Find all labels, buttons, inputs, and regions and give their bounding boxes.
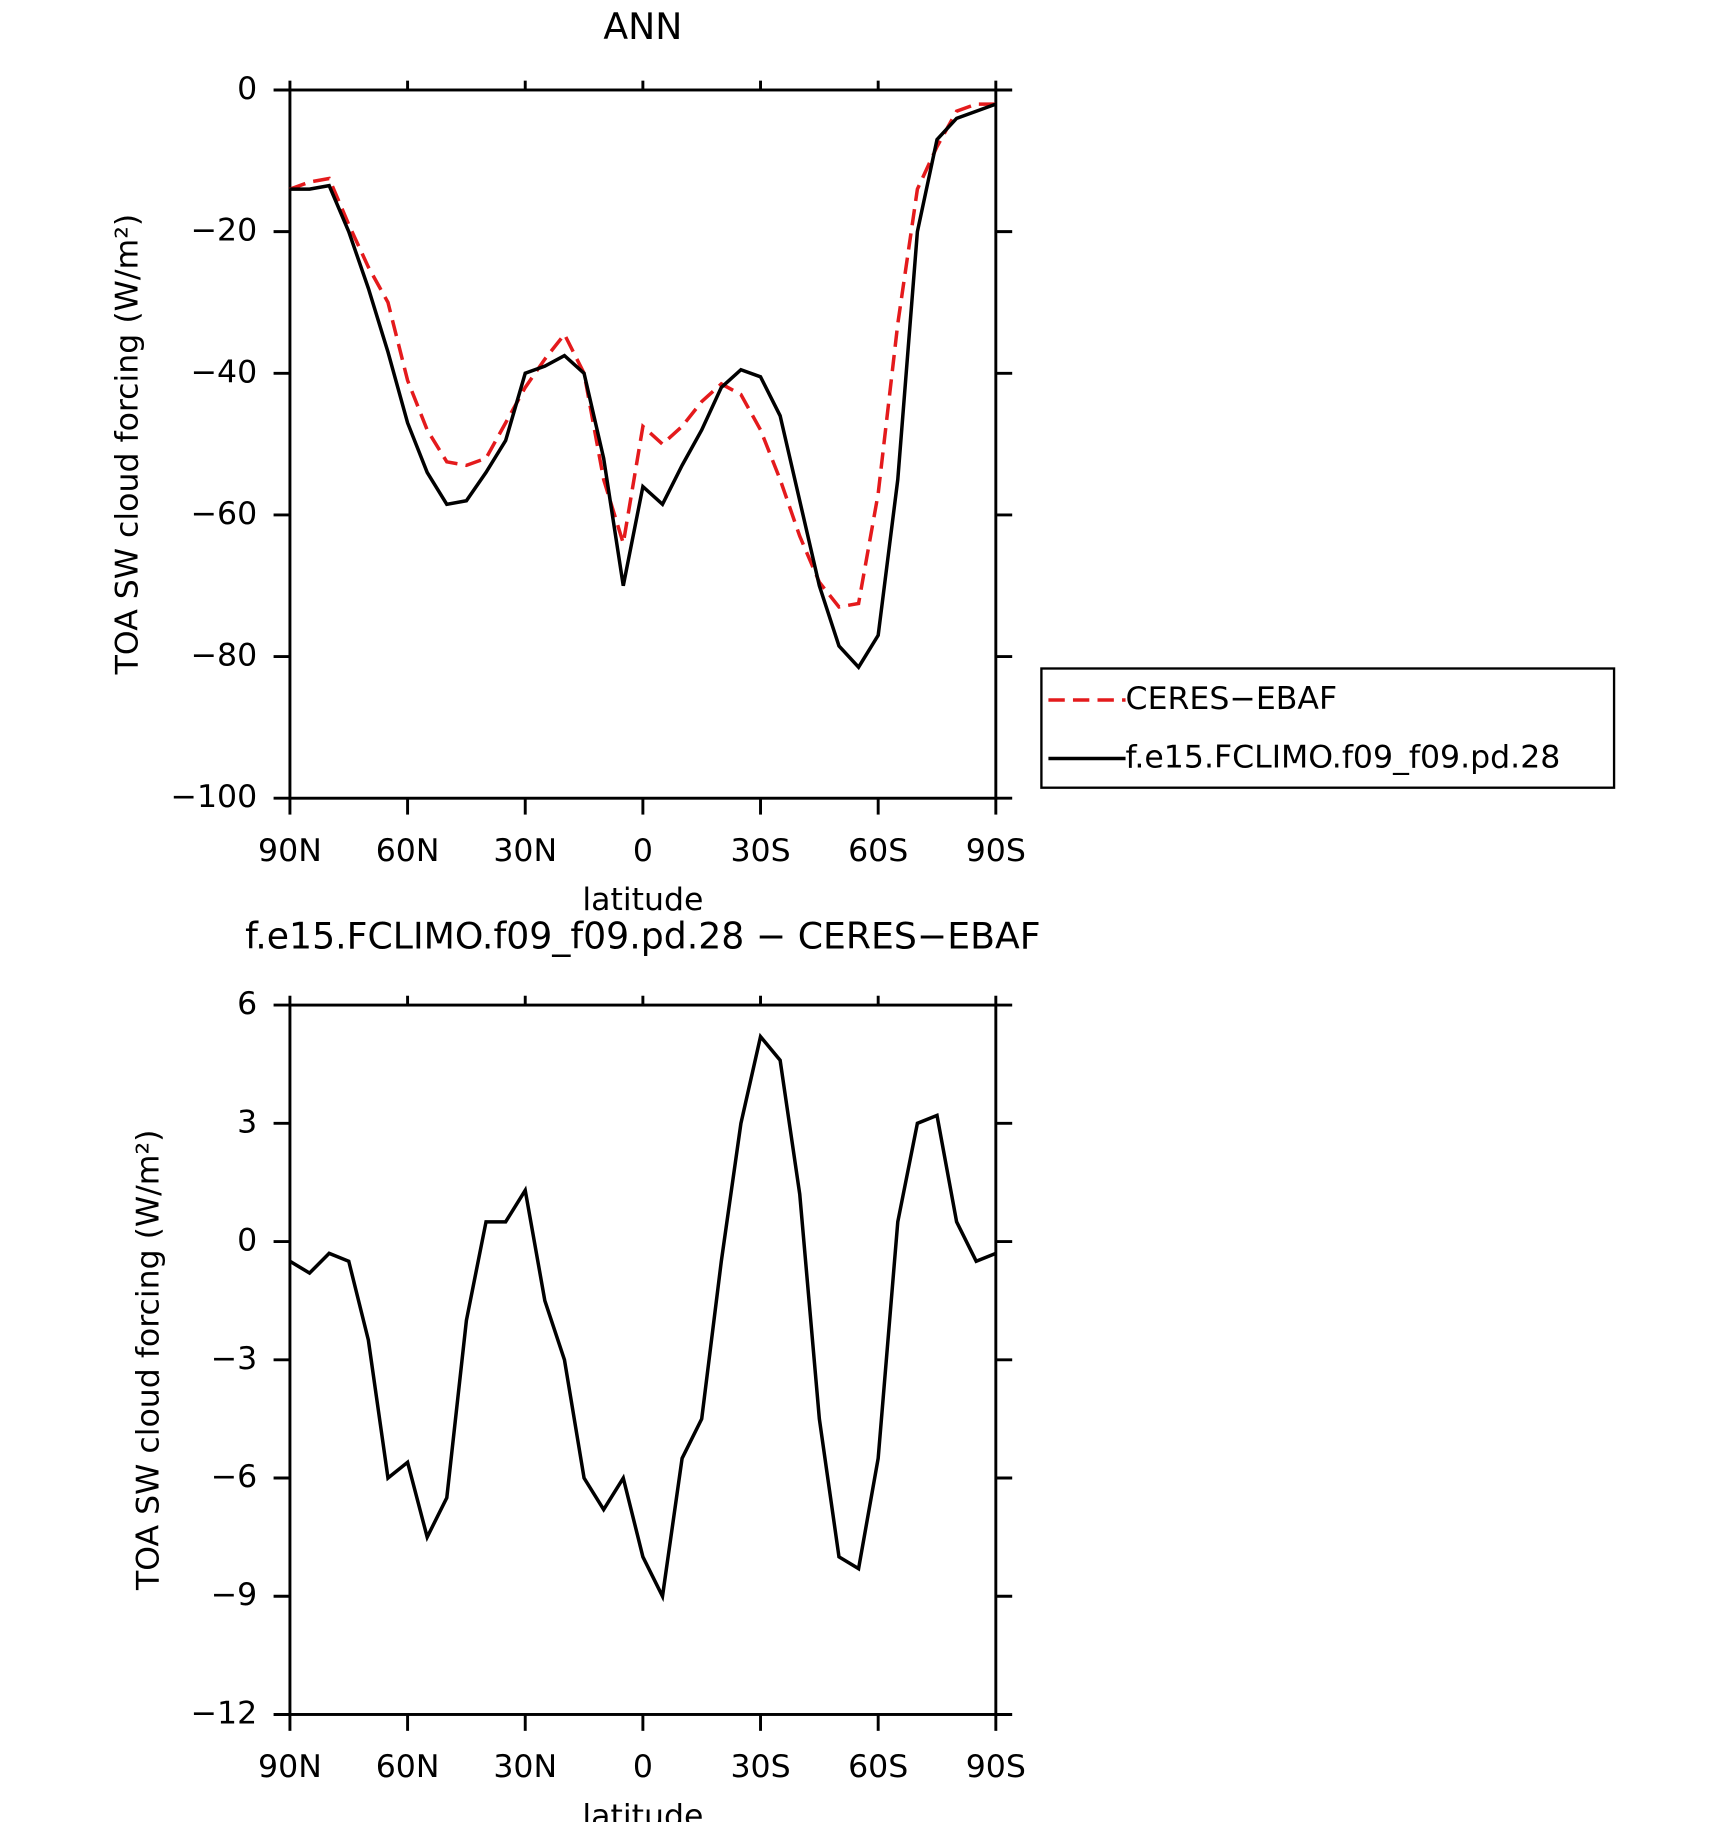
y-tick-label: −100 [171,779,258,815]
y-axis-label: TOA SW cloud forcing (W/m²) [131,1130,167,1592]
y-tick-label: −20 [191,213,258,249]
x-tick-label: 0 [633,1749,653,1785]
legend-label: CERES−EBAF [1126,681,1338,717]
x-tick-label: 90S [966,833,1026,869]
y-tick-label: −3 [211,1341,258,1377]
x-axis-label: latitude [582,1798,703,1822]
x-tick-label: 60S [848,1749,908,1785]
x-tick-label: 60N [376,833,440,869]
y-tick-label: −6 [211,1459,258,1495]
data-line [289,102,996,609]
x-tick-label: 90S [966,1749,1026,1785]
x-tick-label: 30S [730,1749,790,1785]
y-tick-label: −9 [211,1577,258,1613]
x-tick-label: 30N [493,833,557,869]
y-tick-label: 6 [237,986,257,1022]
y-axis-label: TOA SW cloud forcing (W/m²) [110,214,146,676]
x-tick-label: 0 [633,833,653,869]
legend-label: f.e15.FCLIMO.f09_f09.pd.28 [1126,739,1561,775]
plot-frame [288,1003,998,1716]
plot-frame [288,88,998,800]
y-tick-label: −60 [191,496,258,532]
y-tick-label: 0 [237,1223,257,1259]
y-tick-label: −12 [191,1695,258,1731]
x-tick-label: 30N [493,1749,557,1785]
legend-box [1040,667,1616,789]
x-tick-label: 30S [730,833,790,869]
data-line [289,102,997,671]
x-axis-label: latitude [582,882,703,918]
x-tick-label: 60N [376,1749,440,1785]
y-tick-label: 3 [237,1104,257,1140]
x-tick-label: 60S [848,833,908,869]
x-tick-label: 90N [258,833,322,869]
x-tick-label: 90N [258,1749,322,1785]
y-tick-label: −40 [191,354,258,390]
chart-title: f.e15.FCLIMO.f09_f09.pd.28 − CERES−EBAF [245,914,1040,957]
y-tick-label: −80 [191,638,258,674]
data-line [289,1032,997,1603]
chart-title: ANN [603,5,682,48]
y-tick-label: 0 [237,71,257,107]
